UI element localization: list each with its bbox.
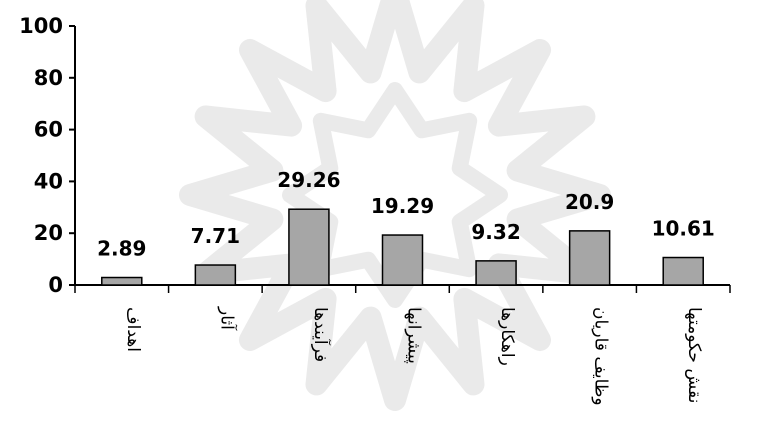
category-label-3: فرآیندها (310, 307, 332, 362)
category-labels: اهداف آثار فرآیندها پیشرانها راهکارها وظایف ق… (123, 306, 704, 406)
y-axis: 0 20 40 60 80 100 (19, 14, 76, 297)
bar-6 (568, 230, 611, 286)
y-tick-label: 20 (34, 221, 63, 245)
y-tick-label: 60 (34, 118, 63, 142)
bar-2 (194, 264, 237, 286)
data-label-5: 9.32 (471, 220, 520, 244)
data-label-4: 19.29 (371, 194, 434, 218)
bar-7 (662, 256, 704, 286)
bar-5 (475, 260, 517, 286)
y-tick-label: 80 (34, 66, 63, 90)
category-label-5: راهکارها (497, 307, 517, 366)
y-tick-label: 100 (19, 14, 63, 38)
y-tick-label: 0 (48, 273, 63, 297)
data-label-6: 20.9 (565, 190, 614, 214)
data-label-1: 2.89 (97, 237, 146, 261)
category-label-1: اهداف (123, 307, 143, 352)
bars (101, 208, 704, 286)
category-label-4: پیشرانها (404, 307, 424, 364)
watermark-icon (179, 0, 611, 411)
data-label-7: 10.61 (652, 217, 715, 241)
data-labels: 2.89 7.71 29.26 19.29 9.32 20.9 10.61 (97, 168, 715, 260)
category-label-7: نقش حکومتها (684, 307, 704, 403)
bar-3 (288, 208, 330, 286)
category-label-2: آثار (216, 306, 238, 331)
y-tick-label: 40 (34, 169, 63, 193)
bar-1 (101, 276, 143, 286)
bar-4 (381, 234, 424, 286)
data-label-3: 29.26 (277, 168, 340, 192)
category-label-6: وظایف قاریان (591, 307, 611, 406)
data-label-2: 7.71 (191, 224, 240, 248)
